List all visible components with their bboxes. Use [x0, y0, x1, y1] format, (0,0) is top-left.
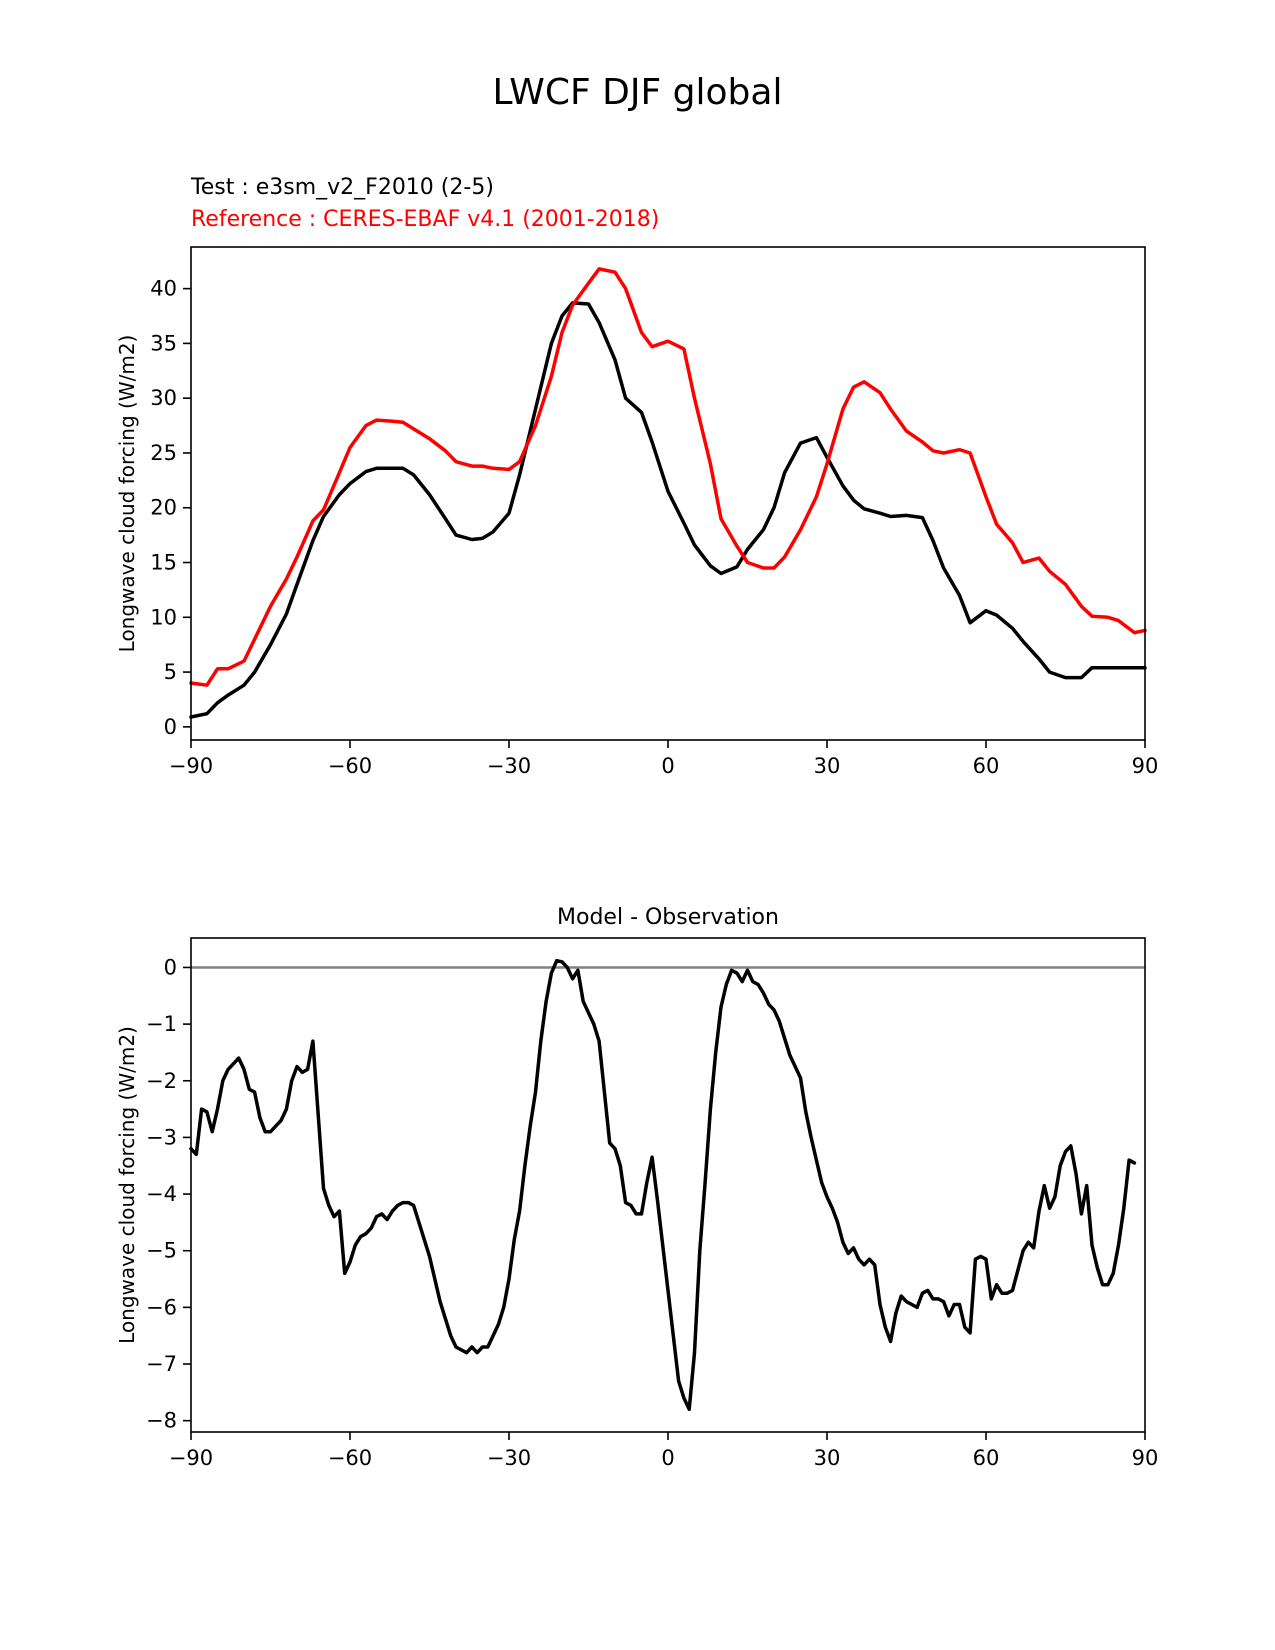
top-y-tick-label: 30 [150, 386, 177, 410]
bottom-x-tick-label: 0 [661, 1446, 674, 1470]
bottom-y-tick-label: −6 [146, 1295, 177, 1319]
top-x-tick-label: 90 [1132, 754, 1159, 778]
bottom-y-axis-label: Longwave cloud forcing (W/m2) [115, 1026, 139, 1344]
top-y-tick-label: 40 [150, 277, 177, 301]
bottom-x-tick-label: 90 [1132, 1446, 1159, 1470]
bottom-y-tick-label: −3 [146, 1125, 177, 1149]
bottom-y-tick-label: 0 [164, 955, 177, 979]
top-x-tick-label: 30 [814, 754, 841, 778]
top-y-tick-label: 5 [164, 660, 177, 684]
bottom-x-tick-label: −60 [328, 1446, 372, 1470]
top-y-axis-label: Longwave cloud forcing (W/m2) [115, 335, 139, 653]
top-x-tick-label: −30 [487, 754, 531, 778]
reference-series-label: Reference : CERES-EBAF v4.1 (2001-2018) [191, 207, 660, 232]
bottom-series-line-test [189, 958, 1137, 1412]
bottom-y-tick-label: −1 [146, 1012, 177, 1036]
bottom-plot-frame [190, 937, 1146, 1433]
top-y-tick-label: 0 [164, 715, 177, 739]
bottom-y-tick-label: −8 [146, 1409, 177, 1433]
top-x-tick-label: 0 [661, 754, 674, 778]
top-y-tick-label: 10 [150, 605, 177, 629]
bottom-x-tick-label: 60 [973, 1446, 1000, 1470]
top-x-tick-label: 60 [973, 754, 1000, 778]
top-y-tick-label: 20 [150, 496, 177, 520]
bottom-y-tick-label: −2 [146, 1069, 177, 1093]
top-series-line-reference [189, 267, 1147, 687]
top-y-tick-label: 25 [150, 441, 177, 465]
test-series-label: Test : e3sm_v2_F2010 (2-5) [191, 175, 494, 200]
top-x-tick-label: −90 [169, 754, 213, 778]
bottom-x-tick-label: −30 [487, 1446, 531, 1470]
top-x-tick-label: −60 [328, 754, 372, 778]
top-y-tick-label: 35 [150, 331, 177, 355]
bottom-y-tick-label: −5 [146, 1239, 177, 1263]
bottom-x-tick-label: −90 [169, 1446, 213, 1470]
bottom-panel-title: Model - Observation [557, 905, 779, 930]
bottom-y-tick-label: −7 [146, 1352, 177, 1376]
top-y-tick-label: 15 [150, 551, 177, 575]
bottom-y-tick-label: −4 [146, 1182, 177, 1206]
bottom-x-tick-label: 30 [814, 1446, 841, 1470]
figure-title: LWCF DJF global [492, 72, 783, 113]
top-series-line-test [189, 301, 1147, 719]
